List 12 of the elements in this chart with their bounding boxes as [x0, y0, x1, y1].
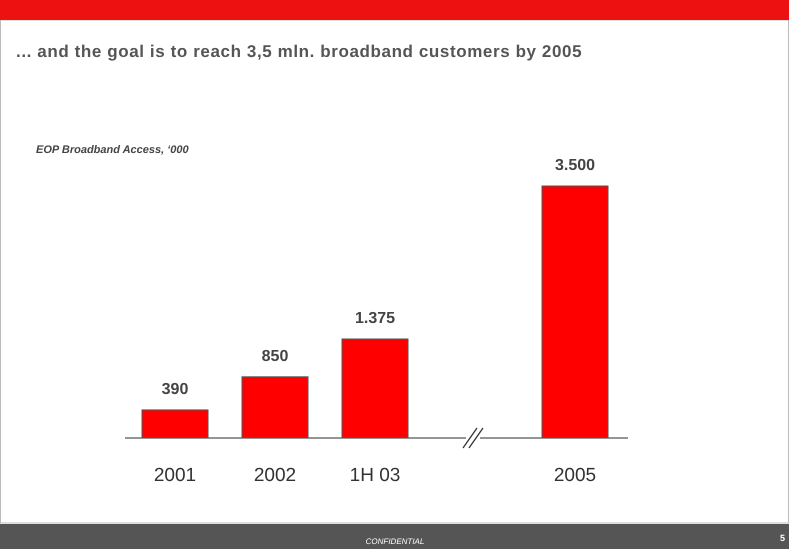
x-tick-label: 2002	[254, 465, 296, 486]
data-label: 850	[262, 348, 288, 365]
text: 5	[780, 533, 785, 543]
chart-title: ... and the goal is to reach 3,5 mln. broadband customers by 2005	[16, 42, 582, 61]
x-tick-label: 1H 03	[350, 465, 400, 486]
chart-subtitle: EOP Broadband Access, ‘000	[36, 144, 190, 156]
x-tick-label: 2005	[554, 465, 596, 486]
data-label: 3.500	[554, 157, 596, 174]
data-label: 1.375	[354, 310, 396, 327]
x-tick-label: 2001	[154, 465, 196, 486]
data-label: 390	[162, 380, 188, 398]
text: CONFIDENTIAL	[366, 537, 424, 546]
